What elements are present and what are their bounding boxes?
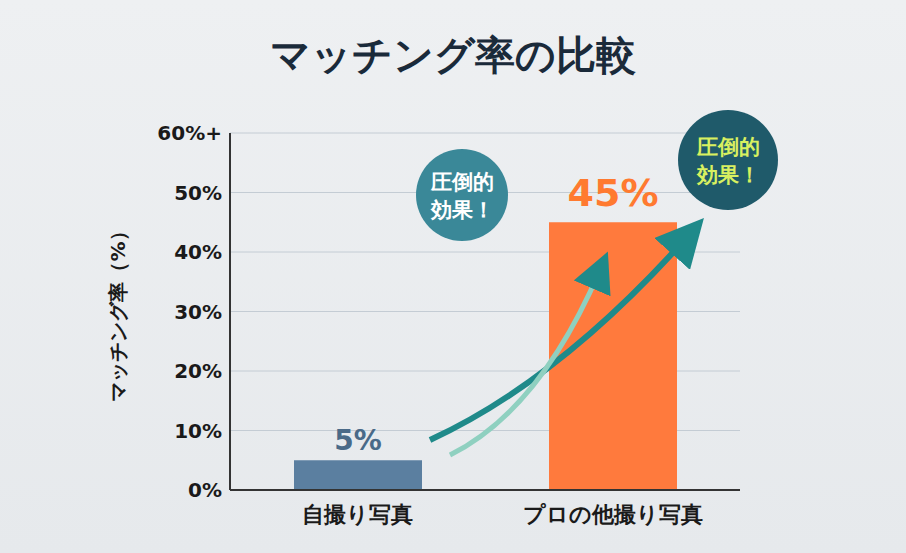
- svg-text:10%: 10%: [174, 419, 222, 443]
- svg-text:60%+: 60%+: [157, 121, 222, 145]
- svg-text:30%: 30%: [174, 300, 222, 324]
- svg-text:20%: 20%: [174, 359, 222, 383]
- svg-text:マッチング率（%）: マッチング率（%）: [106, 221, 130, 401]
- svg-text:プロの他撮り写真: プロの他撮り写真: [523, 502, 703, 527]
- html-text:マッチング率の比較: マッチング率の比較: [270, 32, 636, 78]
- svg-text:圧倒的: 圧倒的: [430, 170, 494, 194]
- svg-text:50%: 50%: [174, 181, 222, 205]
- svg-text:5%: 5%: [334, 424, 382, 457]
- svg-text:0%: 0%: [188, 478, 222, 502]
- svg-text:圧倒的: 圧倒的: [696, 135, 760, 159]
- svg-text:自撮り写真: 自撮り写真: [302, 502, 413, 527]
- svg-text:40%: 40%: [174, 240, 222, 264]
- svg-text:効果！: 効果！: [696, 163, 760, 187]
- svg-text:45%: 45%: [568, 171, 659, 215]
- svg-text:効果！: 効果！: [430, 198, 494, 222]
